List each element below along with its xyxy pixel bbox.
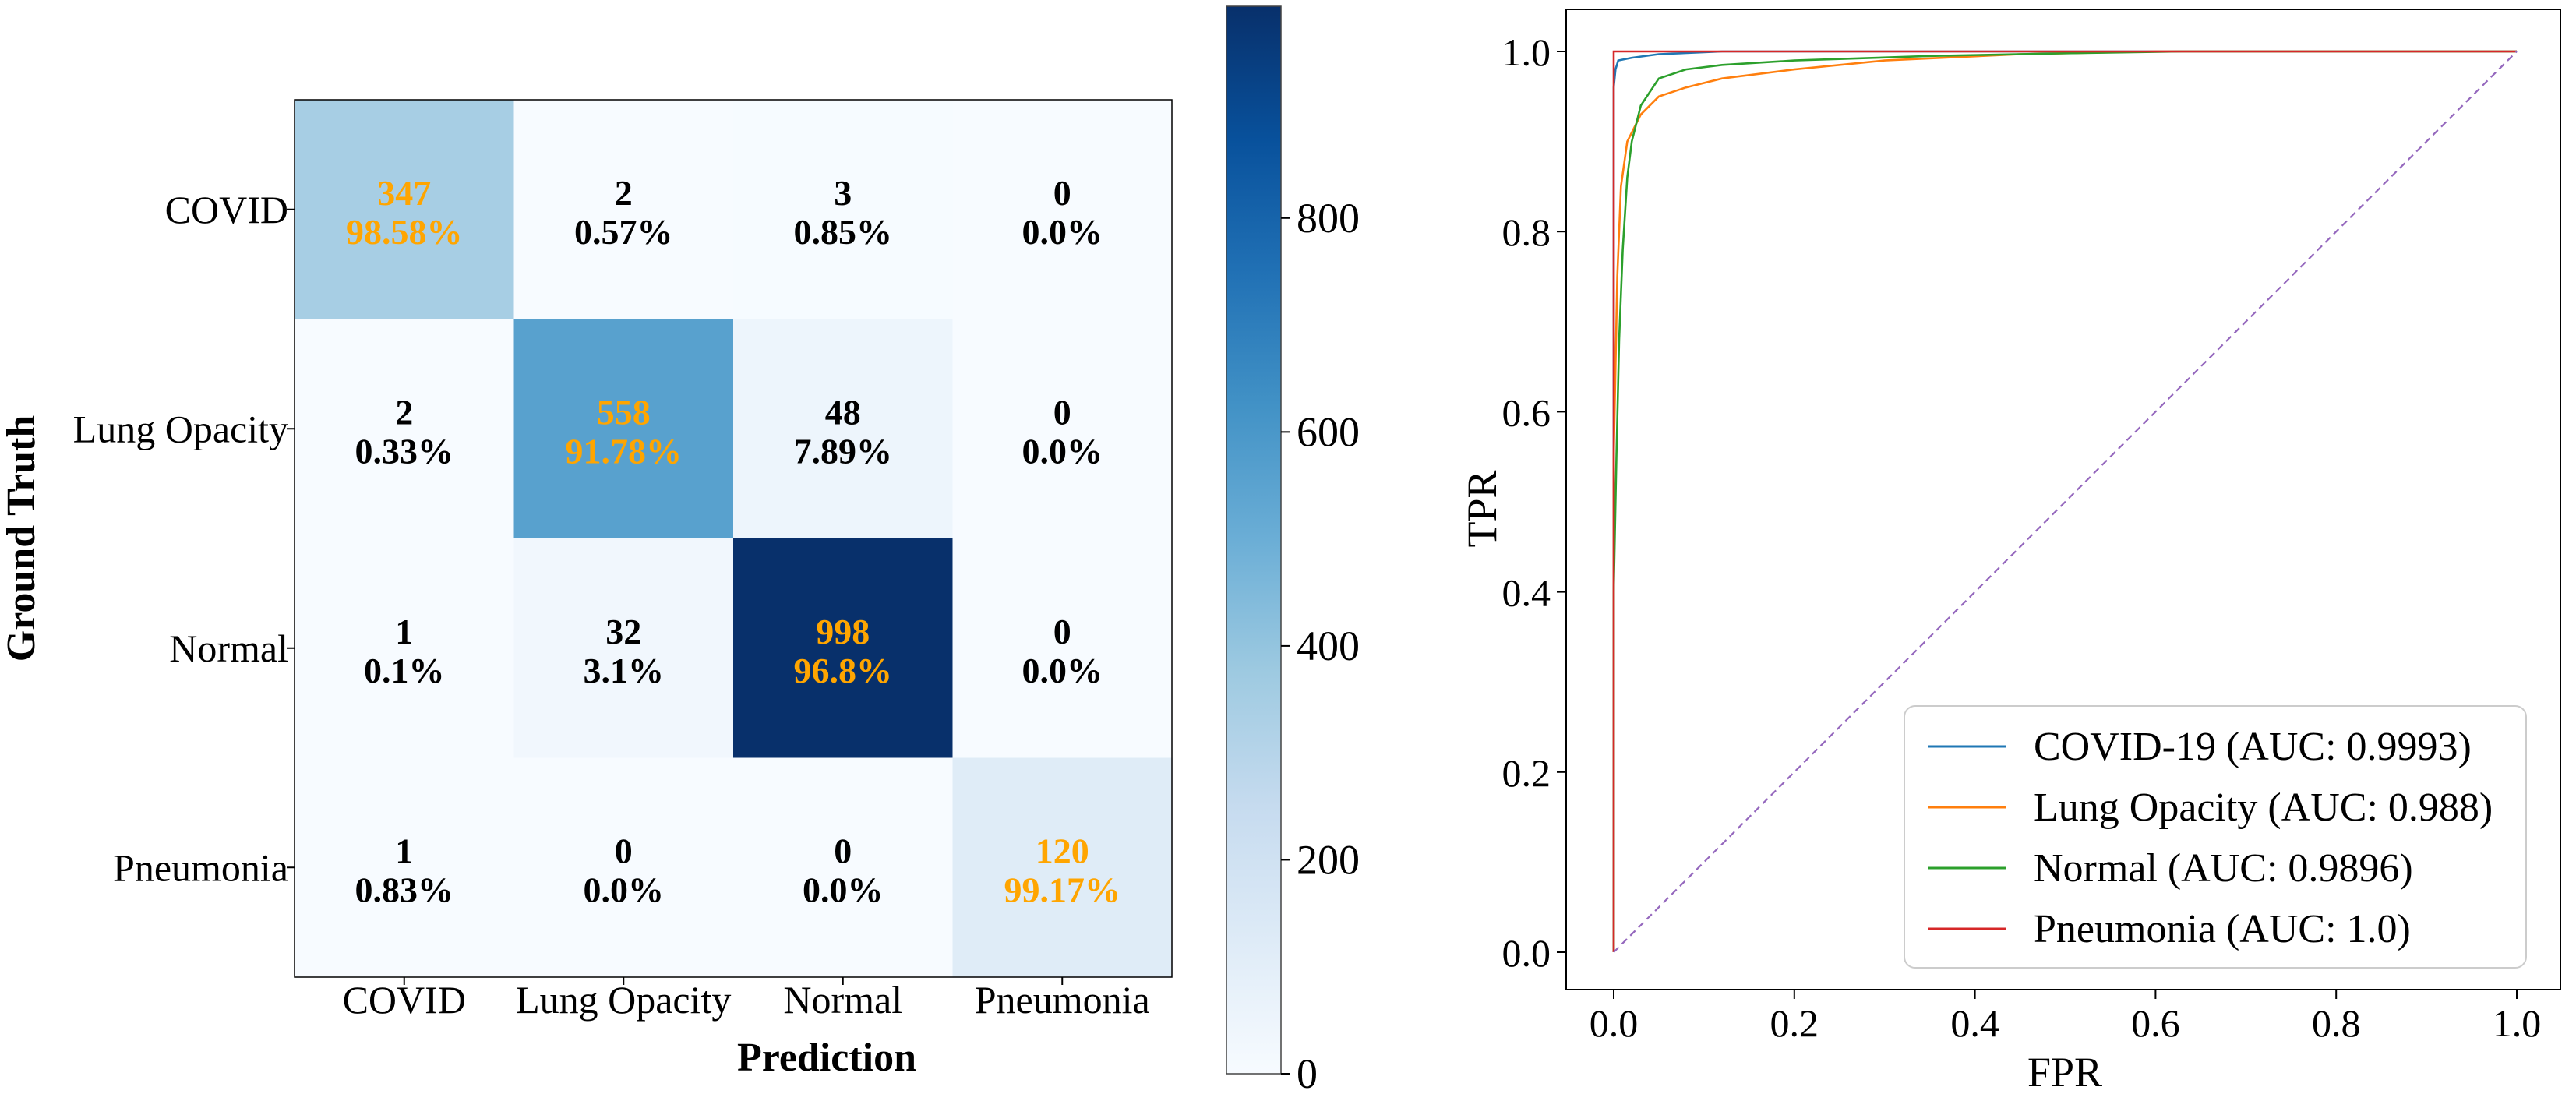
cell-percent-label: 0.57%: [574, 212, 673, 252]
roc-y-tick-label: 0.6: [1502, 390, 1551, 434]
heatmap-cell: [733, 319, 954, 539]
cell-count-label: 1: [395, 612, 413, 651]
cell-percent-label: 91.78%: [566, 431, 683, 471]
roc-legend: COVID-19 (AUC: 0.9993) Lung Opacity (AUC:…: [1904, 705, 2527, 969]
legend-label: COVID-19 (AUC: 0.9993): [2034, 725, 2472, 769]
cell-percent-label: 0.0%: [584, 870, 665, 909]
x-tick-label: COVID: [343, 978, 466, 1022]
heatmap-cell: [295, 319, 515, 539]
x-tick-label: Pneumonia: [975, 978, 1150, 1022]
colorbar-tick-label: 0: [1297, 1050, 1318, 1094]
heatmap-cell: [952, 538, 1173, 759]
heatmap-cell: [952, 757, 1173, 978]
roc-x-tick-label: 0.0: [1590, 1001, 1639, 1045]
cell-count-label: 347: [377, 173, 431, 213]
colorbar-tick-label: 600: [1297, 408, 1360, 455]
cell-percent-label: 0.0%: [1022, 212, 1103, 252]
cell-count-label: 0: [615, 831, 633, 870]
confusion-matrix-panel: 34798.58%20.57%30.85%00.0%20.33%55891.78…: [0, 5, 1360, 1094]
roc-x-axis-label: FPR: [2027, 1049, 2102, 1094]
heatmap-cell: [952, 100, 1173, 320]
roc-y-tick-label: 0.4: [1502, 571, 1551, 615]
cell-count-label: 32: [605, 612, 641, 651]
cell-percent-label: 96.8%: [794, 651, 893, 690]
heatmap-axes: COVID Lung Opacity Normal Pneumonia COVID Lun…: [73, 188, 1150, 1022]
cell-percent-label: 99.17%: [1004, 870, 1121, 909]
heatmap-cell: [513, 100, 734, 320]
cell-percent-label: 0.1%: [364, 651, 445, 690]
roc-y-tick-label: 1.0: [1502, 30, 1551, 74]
x-axis-label: Prediction: [737, 1036, 916, 1080]
cell-percent-label: 0.83%: [355, 870, 454, 909]
cell-percent-label: 0.33%: [355, 431, 454, 471]
roc-y-axis-label: TPR: [1459, 470, 1505, 547]
roc-y-tick-label: 0.8: [1502, 210, 1551, 254]
cell-percent-label: 98.58%: [346, 212, 463, 252]
cell-count-label: 0: [1053, 173, 1071, 213]
roc-y-tick-label: 0.0: [1502, 931, 1551, 975]
y-tick-label: Lung Opacity: [73, 407, 288, 450]
chance-diagonal-line: [1613, 51, 2518, 953]
heatmap-annotations: 34798.58%20.57%30.85%00.0%20.33%55891.78…: [346, 173, 1120, 910]
cell-count-label: 2: [395, 392, 413, 432]
roc-plot-frame: [1565, 9, 2561, 990]
cell-count-label: 0: [1053, 612, 1071, 651]
heatmap-cell: [513, 319, 734, 539]
heatmap-cell: [513, 757, 734, 978]
roc-x-tick-label: 0.8: [2312, 1001, 2361, 1045]
cell-percent-label: 0.0%: [803, 870, 884, 909]
roc-curves: [1612, 50, 2518, 953]
heatmap-cell: [295, 538, 515, 759]
cell-percent-label: 7.89%: [794, 431, 893, 471]
cell-count-label: 2: [615, 173, 633, 213]
cell-percent-label: 3.1%: [584, 651, 665, 690]
heatmap-cell: [733, 100, 954, 320]
cell-percent-label: 0.0%: [1022, 651, 1103, 690]
heatmap-cell: [733, 757, 954, 978]
cell-count-label: 998: [816, 612, 870, 651]
roc-x-tick-label: 0.4: [1950, 1001, 1999, 1045]
cell-count-label: 0: [834, 831, 852, 870]
cell-count-label: 0: [1053, 392, 1071, 432]
cell-count-label: 120: [1036, 831, 1089, 870]
heatmap-cell: [295, 100, 515, 320]
y-tick-label: COVID: [165, 188, 288, 231]
roc-axes: 0.0 0.2 0.4 0.6 0.8 1.0 0.0 0.2 0.4 0.6 0.8 1.0: [1502, 30, 2542, 1045]
y-tick-label: Pneumonia: [113, 845, 288, 889]
colorbar: 0 200 400 600 800: [1226, 5, 1360, 1094]
cell-count-label: 1: [395, 831, 413, 870]
heatmap-frame: [294, 99, 1173, 978]
cell-count-label: 558: [597, 392, 651, 432]
roc-x-tick-label: 0.2: [1770, 1001, 1819, 1045]
cell-count-label: 48: [825, 392, 861, 432]
x-tick-label: Normal: [783, 978, 902, 1022]
colorbar-gradient: [1226, 5, 1282, 1075]
legend-box: [1904, 705, 2527, 969]
colorbar-tick-label: 800: [1297, 195, 1360, 242]
cell-count-label: 3: [834, 173, 852, 213]
heatmap-cells: [295, 100, 1173, 978]
roc-series-line: [1612, 50, 2517, 952]
x-tick-label: Lung Opacity: [516, 978, 731, 1022]
roc-y-tick-label: 0.2: [1502, 751, 1551, 795]
roc-series-line: [1612, 50, 2517, 952]
heatmap-cell: [513, 538, 734, 759]
y-tick-label: Normal: [169, 626, 288, 670]
roc-curve-panel: 0.0 0.2 0.4 0.6 0.8 1.0 0.0 0.2 0.4 0.6 0.8 1.0 FPR…: [1459, 9, 2561, 1094]
legend-label: Lung Opacity (AUC: 0.988): [2034, 785, 2493, 830]
colorbar-tick-label: 200: [1297, 836, 1360, 883]
roc-x-tick-label: 1.0: [2493, 1001, 2542, 1045]
legend-label: Normal (AUC: 0.9896): [2034, 846, 2413, 891]
heatmap-cell: [733, 538, 954, 759]
heatmap-cell: [295, 757, 515, 978]
colorbar-ticks: 0 200 400 600 800: [1281, 195, 1360, 1094]
heatmap-cell: [952, 319, 1173, 539]
colorbar-tick-label: 400: [1297, 623, 1360, 669]
y-axis-label: Ground Truth: [0, 415, 44, 662]
cell-percent-label: 0.85%: [794, 212, 893, 252]
cell-percent-label: 0.0%: [1022, 431, 1103, 471]
legend-label: Pneumonia (AUC: 1.0): [2034, 907, 2411, 951]
roc-x-tick-label: 0.6: [2131, 1001, 2180, 1045]
